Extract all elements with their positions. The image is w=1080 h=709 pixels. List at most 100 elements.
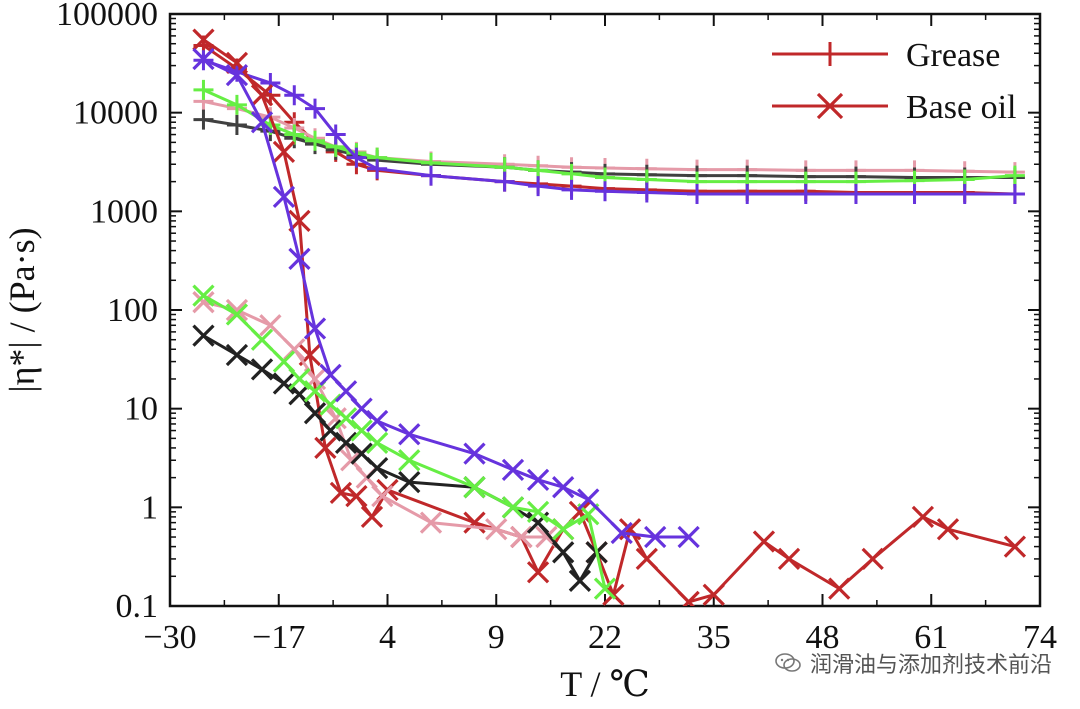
- x-marker: [334, 431, 358, 455]
- plus-marker: [305, 98, 325, 119]
- series: [193, 50, 1025, 204]
- x-marker: [192, 28, 215, 51]
- x-marker: [250, 84, 274, 107]
- x-marker: [192, 284, 215, 307]
- x-marker: [250, 328, 274, 351]
- x-marker: [314, 436, 337, 460]
- x-marker: [552, 518, 575, 541]
- x-tick-label: 61: [914, 619, 948, 656]
- x-marker: [250, 111, 274, 134]
- x-axis-label: T / ℃: [560, 664, 650, 704]
- x-marker: [371, 484, 394, 508]
- x-tick-label: −30: [143, 619, 196, 656]
- x-marker: [324, 407, 347, 430]
- x-marker: [552, 476, 575, 499]
- x-tick-label: 74: [1023, 619, 1057, 656]
- x-marker: [192, 291, 215, 314]
- plus-marker: [226, 94, 247, 115]
- x-marker: [272, 140, 296, 164]
- plus-marker: [226, 114, 247, 135]
- plus-marker: [687, 183, 708, 204]
- x-marker: [398, 423, 421, 446]
- x-marker: [192, 47, 215, 71]
- plus-marker: [193, 79, 214, 100]
- x-marker: [828, 577, 851, 600]
- x-marker: [568, 569, 592, 592]
- x-tick-label: −17: [252, 619, 305, 656]
- watermark: 润滑油与添加剂技术前沿: [774, 647, 1052, 679]
- x-marker: [577, 488, 600, 511]
- x-marker: [419, 511, 443, 534]
- legend-marker: [816, 92, 844, 120]
- x-marker: [225, 303, 249, 326]
- x-marker: [463, 476, 486, 499]
- x-marker: [250, 358, 274, 381]
- series: [192, 284, 617, 600]
- x-marker: [398, 449, 421, 472]
- plus-marker: [561, 179, 582, 200]
- y-tick-label: 10: [124, 391, 158, 428]
- x-marker: [552, 541, 575, 564]
- plus-marker: [367, 158, 388, 179]
- x-tick-label: 4: [379, 619, 396, 656]
- x-marker: [463, 442, 486, 465]
- y-tick-label: 100000: [56, 0, 158, 33]
- x-marker: [485, 518, 508, 541]
- x-marker: [272, 185, 296, 209]
- x-tick-label: 22: [588, 619, 622, 656]
- plus-marker: [904, 183, 925, 204]
- x-marker: [192, 324, 215, 347]
- x-marker: [259, 314, 282, 337]
- series: [192, 324, 608, 592]
- plus-marker: [305, 130, 325, 151]
- plus-marker: [1004, 165, 1025, 186]
- plus-marker: [193, 109, 214, 130]
- x-marker: [677, 590, 700, 606]
- plus-marker: [284, 124, 305, 145]
- plus-marker: [595, 181, 615, 202]
- x-marker: [398, 471, 421, 494]
- x-marker: [501, 496, 525, 519]
- series: [193, 91, 1025, 183]
- x-marker: [350, 419, 373, 442]
- x-marker: [526, 561, 550, 584]
- x-marker: [526, 468, 550, 491]
- x-marker: [463, 511, 486, 534]
- legend-marker: [818, 42, 842, 66]
- plus-marker: [260, 72, 281, 93]
- plus-marker: [636, 182, 657, 203]
- x-tick-label: 35: [697, 619, 731, 656]
- series-line: [203, 99, 1015, 174]
- x-marker: [225, 64, 249, 87]
- x-marker: [702, 583, 725, 606]
- x-marker: [677, 525, 700, 549]
- x-marker: [501, 458, 525, 481]
- x-marker: [366, 456, 389, 480]
- x-marker: [225, 298, 249, 322]
- x-marker: [360, 505, 384, 529]
- plus-marker: [954, 183, 975, 204]
- x-marker: [777, 547, 801, 571]
- plus-marker: [845, 183, 866, 204]
- y-tick-label: 100: [107, 292, 158, 329]
- x-marker: [288, 247, 311, 270]
- x-marker: [303, 317, 327, 340]
- x-marker: [526, 500, 550, 523]
- x-marker: [366, 409, 389, 433]
- x-marker: [610, 521, 633, 545]
- y-tick-label: 1000: [90, 193, 158, 230]
- series-line: [202, 38, 1016, 604]
- plot-area: [192, 28, 1027, 606]
- x-marker: [225, 343, 249, 367]
- x-marker: [510, 525, 533, 549]
- plus-marker: [737, 183, 758, 204]
- plus-marker: [421, 165, 441, 186]
- wechat-icon: [775, 653, 801, 672]
- y-tick-label: 0.1: [116, 588, 159, 625]
- plus-marker: [494, 171, 515, 192]
- x-marker: [1003, 535, 1027, 558]
- series: [192, 47, 700, 549]
- series: [193, 109, 1025, 188]
- plus-marker: [346, 147, 367, 168]
- x-marker: [272, 372, 296, 395]
